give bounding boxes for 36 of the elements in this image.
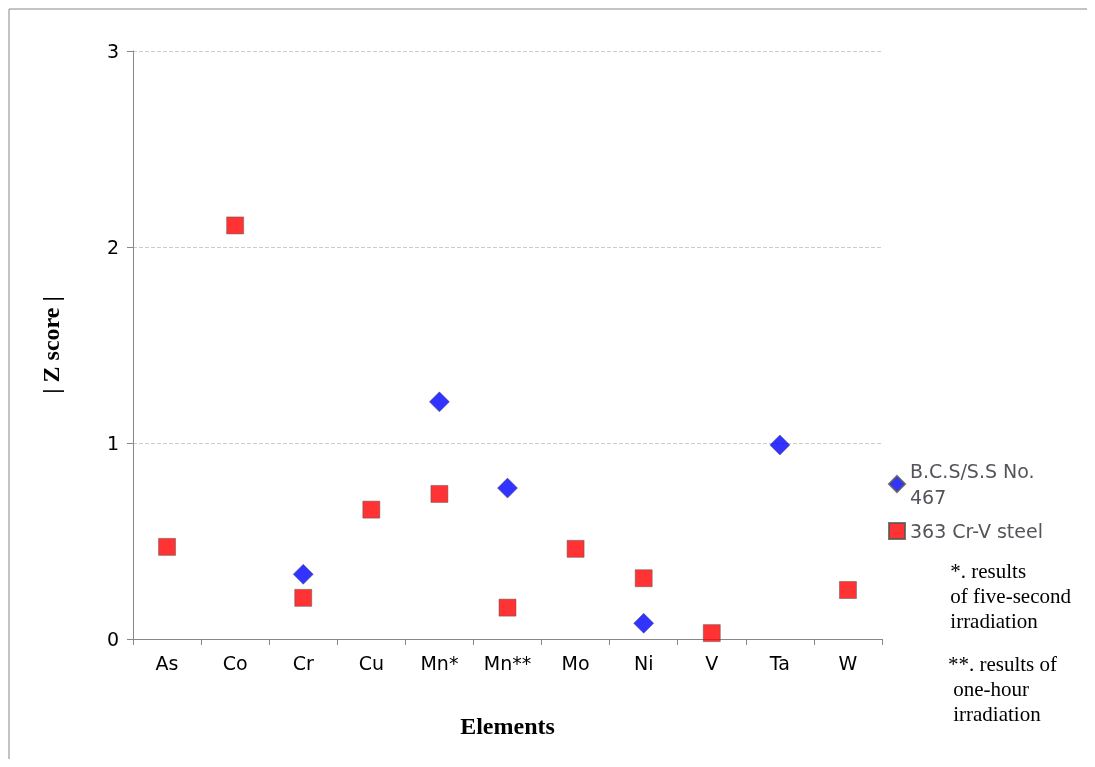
- x-tick-label: Co: [222, 651, 248, 674]
- point: [362, 500, 381, 519]
- legend-label: B.C.S/S.S No. 467: [910, 460, 1041, 508]
- text: *. results of five-second irradiation: [950, 558, 1072, 633]
- x-tick-label: As: [155, 651, 179, 674]
- x-tick-label: Mn**: [483, 651, 532, 674]
- point: [429, 391, 450, 413]
- x-tick-label: W: [838, 651, 858, 674]
- y-tick-label: 1: [106, 432, 119, 454]
- point: [226, 216, 244, 235]
- point: [634, 569, 653, 588]
- y-axis-title: | Z score |: [38, 296, 64, 394]
- point: [498, 598, 517, 617]
- x-tick-label: Mo: [561, 651, 590, 674]
- x-tick-label: Cr: [292, 651, 314, 674]
- point: [497, 477, 518, 499]
- y-tick-label: 2: [106, 236, 119, 258]
- point: [430, 485, 449, 503]
- x-tick-label: V: [705, 651, 719, 674]
- legend-label: 363 Cr-V steel: [910, 520, 1043, 542]
- point: [294, 589, 313, 607]
- point: [633, 613, 654, 634]
- x-axis-title: Elements: [460, 713, 555, 739]
- x-tick-label: Mn*: [420, 651, 459, 674]
- x-tick-label: Ni: [633, 651, 654, 674]
- point: [702, 624, 721, 642]
- x-tick-label: Cu: [358, 651, 384, 674]
- point: [839, 581, 857, 599]
- point: [566, 540, 585, 558]
- text: **. results of one-hour irradiation: [947, 651, 1058, 726]
- point: [769, 434, 791, 456]
- point: [292, 564, 314, 585]
- y-tick-label: 0: [106, 628, 119, 650]
- x-tick-label: Ta: [768, 651, 790, 674]
- y-tick-label: 3: [106, 40, 119, 62]
- point: [158, 538, 176, 556]
